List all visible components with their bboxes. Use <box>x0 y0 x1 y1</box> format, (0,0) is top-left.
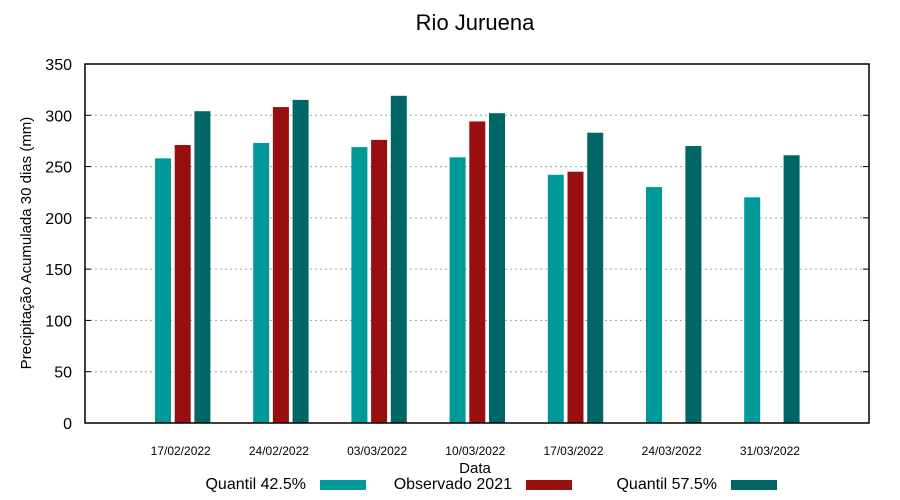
bar <box>567 171 584 423</box>
y-axis-label: Precipitação Acumulada 30 dias (mm) <box>18 117 35 370</box>
bar <box>155 158 171 423</box>
bars <box>155 95 800 424</box>
y-tick-label: 200 <box>45 211 72 228</box>
bar <box>587 132 604 424</box>
bar <box>783 155 800 423</box>
legend: Quantil 42.5% Observado 2021 Quantil 57.5% <box>205 476 777 493</box>
y-tick-label: 0 <box>63 416 72 433</box>
x-axis-ticks: 17/02/2022 24/02/2022 03/03/2022 10/03/2022… <box>151 444 801 458</box>
legend-swatch <box>731 480 777 490</box>
x-tick-label: 31/03/2022 <box>740 444 800 458</box>
bar <box>646 187 662 423</box>
bar <box>292 99 309 424</box>
x-tick-label: 17/03/2022 <box>543 444 603 458</box>
bar <box>253 142 270 424</box>
legend-label: Quantil 57.5% <box>616 476 717 493</box>
bar <box>685 146 702 424</box>
x-tick-label: 10/03/2022 <box>445 444 505 458</box>
y-tick-label: 350 <box>45 57 72 74</box>
y-tick-label: 250 <box>45 160 72 177</box>
plot-frame <box>84 63 870 424</box>
x-tick-label: 24/02/2022 <box>249 444 309 458</box>
y-tick-label: 300 <box>45 108 72 125</box>
bar <box>371 139 388 423</box>
y-axis-ticks: 0 50 100 150 200 250 300 350 <box>45 57 869 433</box>
x-tick-label: 24/03/2022 <box>642 444 702 458</box>
x-axis-label: Data <box>459 460 491 477</box>
x-tick-label: 03/03/2022 <box>347 444 407 458</box>
bar <box>272 107 289 423</box>
bar <box>351 147 368 423</box>
bar <box>174 145 191 423</box>
y-tick-label: 150 <box>45 262 72 279</box>
bar <box>449 157 466 423</box>
legend-swatch <box>526 480 572 490</box>
legend-label: Quantil 42.5% <box>205 476 306 493</box>
y-tick-label: 50 <box>54 365 72 382</box>
bar <box>194 111 211 423</box>
legend-label: Observado 2021 <box>394 476 512 493</box>
x-tick-label: 17/02/2022 <box>151 444 211 458</box>
bar <box>390 95 407 423</box>
bar <box>469 121 486 423</box>
bar <box>489 113 505 423</box>
bar <box>744 197 761 423</box>
bar <box>547 174 564 423</box>
chart-title: Rio Juruena <box>415 10 535 35</box>
legend-swatch <box>320 480 366 490</box>
y-tick-label: 100 <box>45 313 72 330</box>
